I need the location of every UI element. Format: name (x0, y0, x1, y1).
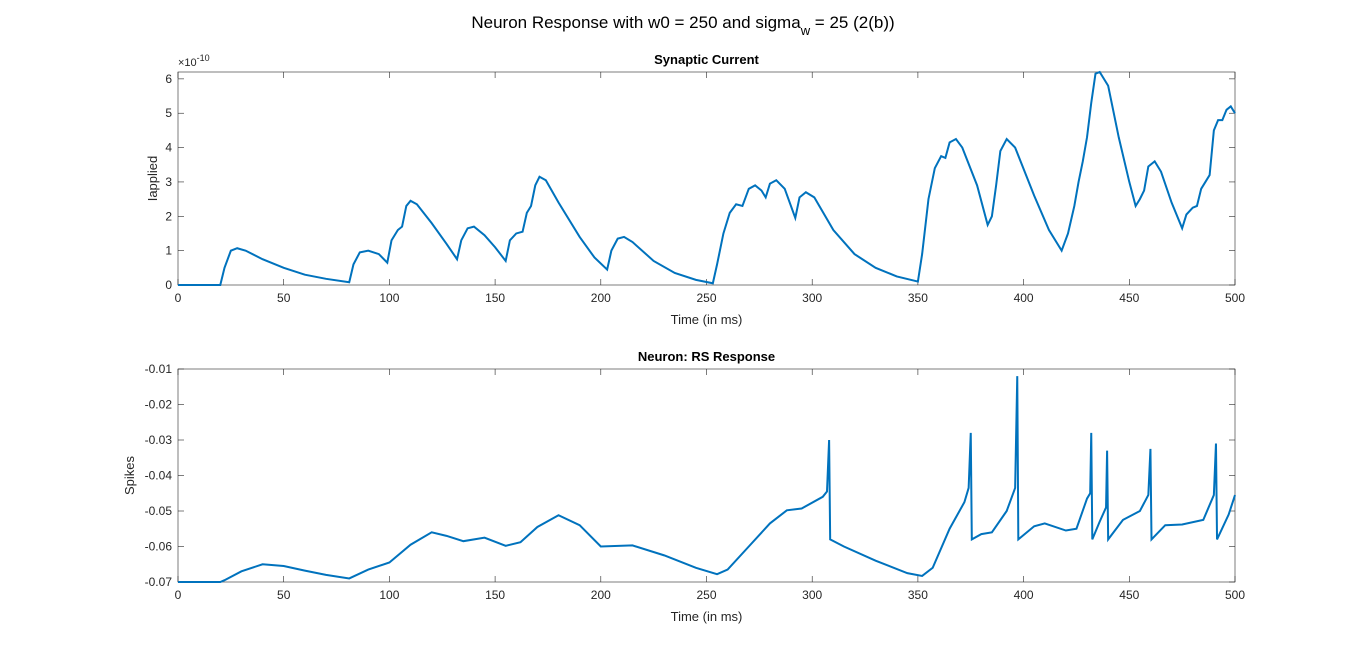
x-tick-label: 300 (802, 291, 822, 305)
x-tick-label: 350 (908, 588, 928, 602)
x-tick-label: 400 (1014, 291, 1034, 305)
y-tick-label: 1 (165, 244, 172, 258)
y-axis-label: Spikes (122, 455, 137, 495)
x-tick-label: 150 (485, 291, 505, 305)
y-tick-label: -0.02 (145, 398, 173, 412)
x-tick-label: 100 (379, 588, 399, 602)
y-tick-label: -0.03 (145, 433, 173, 447)
y-tick-label: -0.01 (145, 362, 173, 376)
y-tick-label: 0 (165, 278, 172, 292)
x-axis-label: Time (in ms) (671, 609, 743, 624)
y-tick-label: -0.04 (145, 469, 173, 483)
x-tick-label: 0 (175, 291, 182, 305)
x-tick-label: 50 (277, 588, 291, 602)
exponent-power: -10 (197, 53, 210, 63)
y-tick-label: 4 (165, 141, 172, 155)
figure-title: Neuron Response with w0 = 250 and sigmaw… (471, 13, 894, 38)
x-tick-label: 200 (591, 291, 611, 305)
x-tick-label: 450 (1119, 588, 1139, 602)
x-tick-label: 250 (696, 291, 716, 305)
x-tick-label: 300 (802, 588, 822, 602)
x-tick-label: 500 (1225, 291, 1245, 305)
x-tick-label: 50 (277, 291, 291, 305)
y-tick-label: -0.05 (145, 504, 173, 518)
data-line (178, 376, 1236, 583)
y-tick-label: -0.06 (145, 540, 173, 554)
plot-area (177, 368, 1236, 583)
y-tick-label: -0.07 (145, 575, 173, 589)
x-tick-label: 500 (1225, 588, 1245, 602)
y-exponent: ×10-10 (178, 53, 210, 69)
x-axis-label: Time (in ms) (671, 312, 743, 327)
y-axis-label: Iapplied (145, 156, 160, 202)
plot-area (177, 71, 1236, 286)
x-tick-label: 250 (696, 588, 716, 602)
title-part: = 25 (2(b)) (810, 13, 895, 32)
title-part: Neuron Response with w0 = 250 and sigma (471, 13, 801, 32)
x-tick-label: 150 (485, 588, 505, 602)
y-tick-label: 6 (165, 72, 172, 86)
x-tick-label: 200 (591, 588, 611, 602)
x-tick-label: 0 (175, 588, 182, 602)
x-tick-label: 350 (908, 291, 928, 305)
y-tick-label: 3 (165, 175, 172, 189)
y-tick-label: 2 (165, 209, 172, 223)
x-tick-label: 100 (379, 291, 399, 305)
subplot-title: Synaptic Current (654, 52, 759, 67)
exponent-base: ×10 (178, 57, 197, 69)
title-subscript: w (800, 23, 811, 38)
y-tick-label: 5 (165, 106, 172, 120)
subplot-title: Neuron: RS Response (638, 349, 775, 364)
data-line (178, 70, 1236, 286)
x-tick-label: 400 (1014, 588, 1034, 602)
x-tick-label: 450 (1119, 291, 1139, 305)
